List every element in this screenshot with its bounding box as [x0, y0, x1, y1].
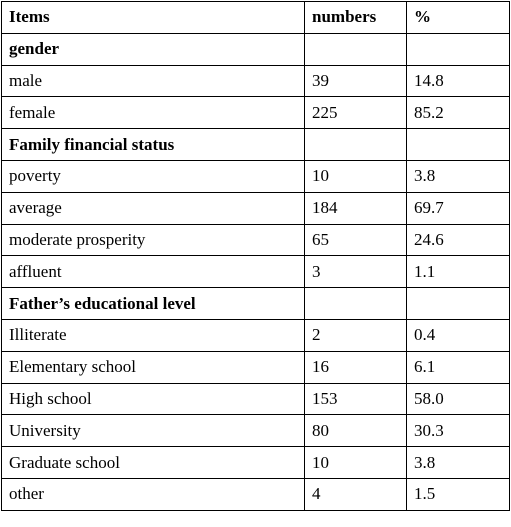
empty-cell — [304, 128, 407, 161]
table-cell: numbers — [304, 1, 407, 34]
table-row: affluent 3 1.1 — [1, 255, 510, 289]
table-row: female 225 85.2 — [1, 96, 510, 130]
table-cell: Illiterate — [1, 318, 305, 352]
table-cell: average — [1, 191, 305, 225]
table-cell: Family financial status — [1, 128, 305, 161]
table-row: Family financial status — [1, 128, 510, 161]
table-cell: 24.6 — [406, 223, 510, 257]
table-row: High school 153 58.0 — [1, 382, 510, 416]
table-body: Items numbers% gender male 39 14.8 female 225 85… — [1, 1, 510, 511]
data-table: Items numbers% gender male 39 14.8 female 225 85… — [1, 1, 510, 511]
table-cell: 153 — [304, 382, 407, 416]
table-cell: 65 — [304, 223, 407, 257]
table-cell: 3.8 — [406, 446, 510, 479]
table-cell: 3.8 — [406, 159, 510, 193]
table-row: Graduate school 10 3.8 — [1, 446, 510, 479]
table-row: Father’s educational level — [1, 287, 510, 320]
table-row: University 80 30.3 — [1, 414, 510, 448]
table-cell: Items — [1, 1, 305, 34]
table-cell: University — [1, 414, 305, 448]
table-cell: 184 — [304, 191, 407, 225]
empty-cell — [406, 32, 510, 66]
table-row: Elementary school 16 6.1 — [1, 350, 510, 384]
table-cell: affluent — [1, 255, 305, 289]
table-cell: 0.4 — [406, 318, 510, 352]
table-cell: 225 — [304, 96, 407, 130]
table-cell: 1.1 — [406, 255, 510, 289]
empty-cell — [406, 128, 510, 161]
table-cell: 10 — [304, 159, 407, 193]
table-row: other 4 1.5 — [1, 477, 510, 511]
table-row: Items numbers% — [1, 1, 510, 34]
table-cell: Elementary school — [1, 350, 305, 384]
table-cell: 39 — [304, 64, 407, 98]
table-cell: male — [1, 64, 305, 98]
table-cell: 10 — [304, 446, 407, 479]
empty-cell — [304, 32, 407, 66]
table-cell: 1.5 — [406, 477, 510, 511]
table-cell: Graduate school — [1, 446, 305, 479]
table-row: moderate prosperity 65 24.6 — [1, 223, 510, 257]
table-cell: % — [406, 1, 510, 34]
table-cell: 16 — [304, 350, 407, 384]
table-row: male 39 14.8 — [1, 64, 510, 98]
table-cell: 58.0 — [406, 382, 510, 416]
table-cell: 69.7 — [406, 191, 510, 225]
table-row: gender — [1, 32, 510, 66]
table-row: average 184 69.7 — [1, 191, 510, 225]
table-cell: moderate prosperity — [1, 223, 305, 257]
table-cell: 85.2 — [406, 96, 510, 130]
table-cell: 4 — [304, 477, 407, 511]
table-cell: 3 — [304, 255, 407, 289]
table-cell: 2 — [304, 318, 407, 352]
table-cell: High school — [1, 382, 305, 416]
empty-cell — [406, 287, 510, 320]
table-cell: gender — [1, 32, 305, 66]
table-row: Illiterate 2 0.4 — [1, 318, 510, 352]
table-cell: 6.1 — [406, 350, 510, 384]
table-cell: 14.8 — [406, 64, 510, 98]
table-cell: 30.3 — [406, 414, 510, 448]
table-cell: female — [1, 96, 305, 130]
table-cell: 80 — [304, 414, 407, 448]
table-row: poverty 10 3.8 — [1, 159, 510, 193]
empty-cell — [304, 287, 407, 320]
table-cell: Father’s educational level — [1, 287, 305, 320]
table-cell: poverty — [1, 159, 305, 193]
table-cell: other — [1, 477, 305, 511]
